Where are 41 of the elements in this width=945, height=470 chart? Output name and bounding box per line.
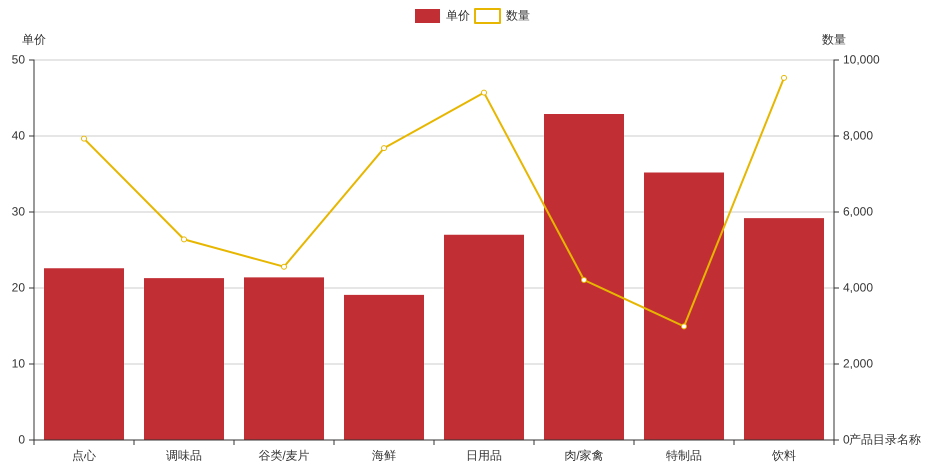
- y2-tick-label: 4,000: [843, 280, 874, 294]
- x-tick-label: 日用品: [466, 448, 502, 463]
- x-tick-label: 调味品: [166, 448, 202, 463]
- bar: [244, 277, 324, 440]
- y2-tick-label: 2,000: [843, 356, 874, 370]
- bar: [444, 234, 524, 440]
- y-tick-label: 10: [12, 356, 26, 370]
- y2-tick-label: 6,000: [843, 204, 874, 218]
- y-tick-label: 40: [12, 128, 26, 142]
- legend-label: 数量: [506, 8, 530, 22]
- point: [381, 145, 387, 152]
- point: [181, 236, 187, 242]
- x-tick-label: 饮料: [771, 448, 796, 463]
- bar: [144, 278, 224, 440]
- x-tick-label: 肉/家禽: [564, 448, 604, 463]
- point: [281, 264, 287, 270]
- bar: [544, 114, 624, 440]
- bar: [744, 218, 824, 440]
- y2-axis-title: 数量: [822, 32, 846, 46]
- y2-tick-label: 8,000: [843, 128, 874, 142]
- x-tick-label: 谷类/麦片: [258, 448, 310, 463]
- y-tick-label: 50: [12, 52, 26, 66]
- point: [481, 90, 487, 96]
- y-tick-label: 0: [18, 432, 26, 446]
- y-tick-label: 20: [12, 280, 26, 294]
- point: [681, 323, 687, 330]
- bar: [644, 172, 724, 440]
- x-tick-label: 海鲜: [372, 448, 396, 463]
- x-tick-label: 点心: [72, 448, 96, 463]
- y2-tick-label: 10,000: [843, 52, 880, 66]
- y-tick-label: 30: [12, 204, 26, 218]
- bar: [344, 294, 424, 440]
- legend-label: 单价: [446, 8, 470, 22]
- y-axis-title: 单价: [22, 32, 46, 46]
- bar: [44, 268, 124, 440]
- point: [81, 136, 87, 142]
- point: [581, 277, 587, 284]
- y2-tick-label: 0: [843, 432, 850, 446]
- point: [781, 74, 787, 81]
- x-tick-label: 特制品: [666, 448, 702, 463]
- x-axis-title: 产品目录名称: [849, 432, 921, 446]
